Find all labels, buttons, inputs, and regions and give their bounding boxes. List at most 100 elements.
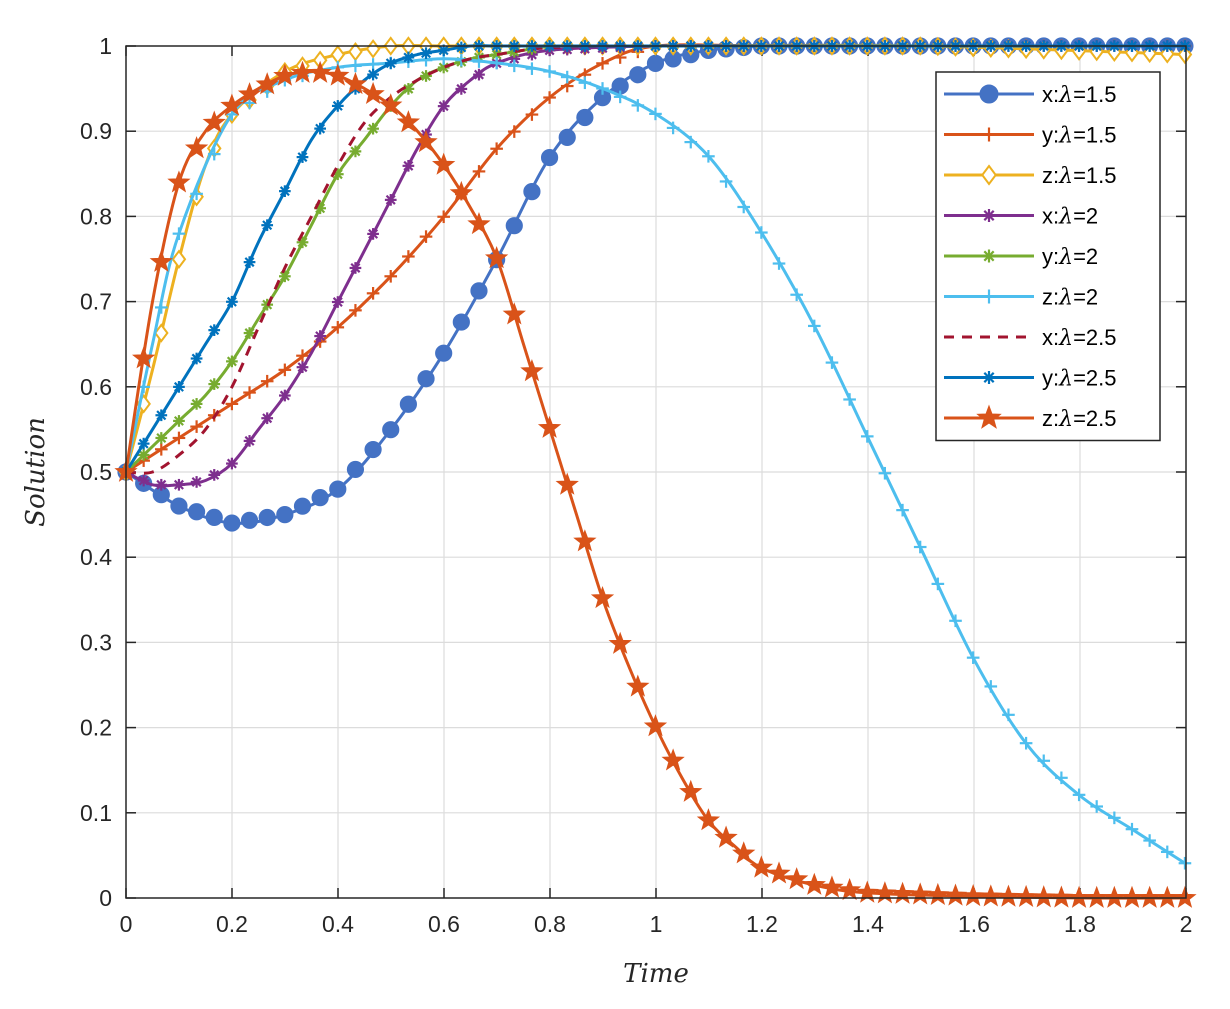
data-point <box>278 185 291 197</box>
data-point <box>558 128 576 146</box>
data-point <box>226 457 238 470</box>
data-point <box>825 356 839 369</box>
data-point <box>749 855 774 878</box>
data-point <box>190 187 203 201</box>
legend-label-prefix: z: <box>1042 163 1059 188</box>
legend-item: y:λ=2.5 <box>944 366 1117 392</box>
data-point <box>367 68 379 81</box>
data-point <box>311 489 329 507</box>
data-point <box>293 497 312 515</box>
data-point <box>402 159 415 172</box>
legend-marker <box>981 164 997 186</box>
data-point-stroke <box>438 101 449 112</box>
legend-label: y:λ=2.5 <box>1042 366 1117 392</box>
legend-label-suffix: =1.5 <box>1073 123 1116 148</box>
legend-label-prefix: x: <box>1042 82 1059 107</box>
data-point <box>837 877 862 901</box>
data-point <box>802 872 826 895</box>
data-point-stroke <box>385 58 396 69</box>
legend-label: y:λ=2 <box>1042 244 1098 270</box>
x-tick-label: 0.2 <box>216 911 248 937</box>
data-point-stroke <box>332 169 343 180</box>
legend-item: z:λ=2 <box>944 285 1098 311</box>
data-point-stroke <box>368 69 379 80</box>
data-point <box>153 323 169 343</box>
data-point-stroke <box>156 432 167 443</box>
data-point <box>396 110 421 133</box>
data-point-stroke <box>385 194 396 205</box>
data-point <box>714 825 738 848</box>
data-point <box>382 421 400 439</box>
data-point <box>190 420 203 433</box>
legend: x:λ=1.5y:λ=1.5z:λ=1.5x:λ=2y:λ=2z:λ=2x:λ=… <box>935 71 1161 442</box>
data-point <box>505 217 523 235</box>
data-point <box>173 415 185 427</box>
data-point <box>537 415 562 438</box>
data-point <box>208 324 221 336</box>
data-point-stroke <box>403 160 414 171</box>
data-point <box>331 100 344 112</box>
data-point-stroke <box>209 469 220 480</box>
data-point-stroke <box>279 271 290 282</box>
data-point <box>679 779 703 802</box>
data-point <box>484 246 509 269</box>
data-point <box>455 83 468 95</box>
y-tick-label: 1 <box>99 33 112 59</box>
x-axis-title: Time <box>623 959 689 989</box>
data-point-stroke <box>456 42 467 53</box>
data-point <box>684 135 698 149</box>
y-tick-label: 0.6 <box>80 374 112 400</box>
legend-label-prefix: y: <box>1042 366 1059 391</box>
data-point <box>1125 822 1139 836</box>
data-point <box>473 68 485 81</box>
data-point <box>314 330 326 342</box>
legend-label-prefix: z: <box>1042 406 1059 431</box>
data-point <box>913 540 927 554</box>
data-point-stroke <box>473 69 484 80</box>
data-point <box>187 503 206 521</box>
data-point-stroke <box>191 353 202 364</box>
plot-frame <box>125 45 1187 899</box>
legend-marker <box>982 249 996 263</box>
legend-label-suffix: =2.5 <box>1073 325 1116 350</box>
data-point <box>314 122 326 135</box>
legend-label-suffix: =2 <box>1073 285 1098 310</box>
data-point-stroke <box>226 356 237 367</box>
data-point <box>1037 754 1051 768</box>
data-point <box>367 122 379 135</box>
legend-label: x:λ=2.5 <box>1042 325 1117 351</box>
data-point <box>1090 800 1103 813</box>
data-point <box>190 352 203 365</box>
x-tick-label: 0 <box>120 911 133 937</box>
data-point <box>243 386 256 399</box>
y-tick-label: 0.7 <box>80 289 112 315</box>
data-point <box>237 82 262 105</box>
data-point-stroke <box>297 237 308 248</box>
data-point-stroke <box>279 390 290 401</box>
legend-label: x:λ=2 <box>1042 204 1098 230</box>
data-point <box>702 149 715 163</box>
x-tick-label: 1.8 <box>1064 911 1096 937</box>
legend-marker <box>982 209 996 222</box>
data-point <box>167 170 191 193</box>
data-point-stroke <box>226 458 237 469</box>
legend-marker <box>982 371 996 384</box>
legend-label: z:λ=1.5 <box>1042 163 1117 189</box>
data-point <box>184 136 209 159</box>
data-point <box>984 680 998 693</box>
legend-marker-stroke <box>983 372 995 383</box>
y-tick-label: 0.8 <box>80 203 112 229</box>
legend-label-prefix: z: <box>1042 285 1059 310</box>
data-point <box>349 59 362 73</box>
data-point <box>402 51 415 64</box>
data-point <box>490 56 503 70</box>
data-point <box>860 430 874 443</box>
y-tick-label: 0.9 <box>80 118 112 144</box>
data-point <box>626 674 650 697</box>
data-point <box>419 230 433 243</box>
data-point <box>437 210 450 224</box>
data-point <box>220 93 244 116</box>
legend-marker <box>982 127 996 142</box>
data-point <box>240 511 259 529</box>
data-point <box>432 152 456 175</box>
